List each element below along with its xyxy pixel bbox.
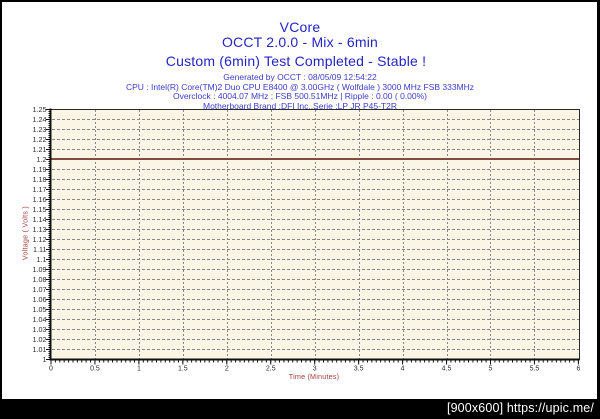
svg-text:1.05: 1.05 — [33, 305, 47, 314]
svg-text:Time (Minutes): Time (Minutes) — [289, 372, 339, 381]
svg-text:1.02: 1.02 — [33, 335, 47, 344]
svg-text:2.5: 2.5 — [266, 366, 276, 373]
svg-text:1.1: 1.1 — [37, 255, 47, 264]
svg-text:2: 2 — [225, 366, 229, 373]
svg-text:1.08: 1.08 — [33, 275, 47, 284]
svg-text:1.03: 1.03 — [33, 325, 47, 334]
svg-text:1.2: 1.2 — [37, 155, 47, 164]
svg-text:1.19: 1.19 — [33, 165, 47, 174]
svg-text:6: 6 — [576, 366, 580, 373]
svg-text:1.14: 1.14 — [33, 215, 47, 224]
svg-text:1.13: 1.13 — [33, 225, 47, 234]
svg-text:0: 0 — [49, 366, 53, 373]
svg-text:1.11: 1.11 — [33, 245, 46, 254]
svg-text:1.24: 1.24 — [33, 115, 47, 124]
svg-text:1.21: 1.21 — [33, 145, 47, 154]
svg-text:1.15: 1.15 — [33, 205, 47, 214]
svg-text:1.17: 1.17 — [33, 185, 47, 194]
svg-text:1.06: 1.06 — [33, 295, 47, 304]
svg-text:1.01: 1.01 — [33, 345, 47, 354]
svg-text:5.5: 5.5 — [530, 366, 540, 373]
svg-text:1.23: 1.23 — [33, 125, 47, 134]
svg-text:1.09: 1.09 — [33, 265, 47, 274]
svg-text:4.5: 4.5 — [442, 366, 452, 373]
svg-text:1: 1 — [43, 355, 47, 364]
svg-text:1.16: 1.16 — [33, 195, 47, 204]
svg-text:5: 5 — [489, 366, 493, 373]
svg-text:1.07: 1.07 — [33, 285, 47, 294]
svg-text:1.12: 1.12 — [33, 235, 47, 244]
svg-text:1.5: 1.5 — [178, 366, 188, 373]
svg-text:1.25: 1.25 — [33, 105, 47, 114]
svg-text:3: 3 — [313, 366, 317, 373]
svg-text:1.22: 1.22 — [33, 135, 47, 144]
svg-text:3.5: 3.5 — [354, 366, 364, 373]
svg-text:4: 4 — [401, 366, 405, 373]
svg-text:1: 1 — [137, 366, 141, 373]
svg-text:1.04: 1.04 — [33, 315, 47, 324]
svg-text:Voltage ( Volts ): Voltage ( Volts ) — [23, 206, 30, 260]
svg-text:1.18: 1.18 — [33, 175, 47, 184]
svg-text:0.5: 0.5 — [90, 366, 100, 373]
